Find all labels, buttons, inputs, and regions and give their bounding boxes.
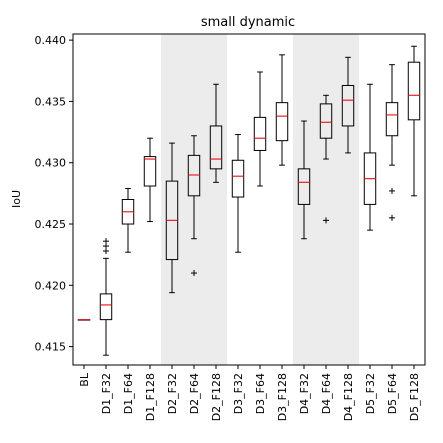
- x-tick-label: D2_F64: [188, 373, 201, 414]
- box-d4-f128: [341, 56, 355, 154]
- axes: [72, 33, 426, 366]
- y-tick-label: 0.420: [35, 279, 67, 292]
- iqr-box: [319, 103, 333, 139]
- box-d3-f32: [231, 134, 245, 253]
- x-tick-label: D3_F128: [276, 373, 289, 421]
- box-d2-f128: [209, 83, 223, 183]
- iqr-box: [297, 168, 311, 205]
- x-tick-label: D4_F64: [320, 373, 333, 414]
- x-tick-label: D1_F64: [122, 373, 135, 414]
- y-tick-label: 0.440: [35, 34, 67, 47]
- boxes: [77, 45, 421, 356]
- x-ticks: BL D1_F32 D1_F64 D1_F128 D2_F32 D2_F64 D2_F128…: [78, 365, 421, 421]
- iqr-box: [143, 156, 157, 187]
- shaded-band-2: [293, 34, 359, 365]
- box-d4-f64: [319, 94, 333, 224]
- y-tick-label: 0.430: [35, 157, 67, 170]
- outlier-marker: [103, 238, 109, 245]
- outlier-marker: [389, 214, 395, 221]
- box-d5-f64: [385, 64, 399, 221]
- outlier-marker: [389, 187, 395, 194]
- outlier-marker: [191, 270, 197, 277]
- box-d3-f128: [275, 54, 289, 166]
- iqr-box: [385, 102, 399, 137]
- box-d5-f32: [363, 83, 377, 231]
- x-tick-label: D5_F32: [364, 373, 377, 414]
- x-tick-label: D5_F64: [386, 373, 399, 414]
- chart-title: small dynamic: [201, 15, 295, 30]
- x-tick-label: D2_F32: [166, 373, 179, 414]
- x-tick-label: D5_F128: [408, 373, 421, 421]
- box-d4-f32: [297, 120, 311, 240]
- iqr-box: [341, 84, 355, 127]
- box-d1-f32: [99, 238, 113, 356]
- box-d1-f128: [143, 137, 157, 223]
- iqr-box: [187, 154, 201, 197]
- x-tick-label: D3_F32: [232, 373, 245, 414]
- box-d2-f32: [165, 142, 179, 294]
- box-d5-f128: [407, 45, 421, 197]
- iqr-box: [407, 61, 421, 121]
- box-bl: [77, 319, 91, 321]
- box-d2-f64: [187, 135, 201, 277]
- box-d1-f64: [121, 187, 135, 253]
- iqr-box: [209, 125, 223, 170]
- y-ticks: 0.415 0.420 0.425 0.430 0.435 0.440: [35, 34, 73, 354]
- x-tick-label: D4_F128: [342, 373, 355, 421]
- x-tick-label: D2_F128: [210, 373, 223, 421]
- plot-frame: [72, 33, 426, 366]
- box-d3-f64: [253, 71, 267, 187]
- outlier-marker: [323, 217, 329, 224]
- x-tick-label: D4_F32: [298, 373, 311, 414]
- y-tick-label: 0.415: [35, 341, 67, 354]
- iqr-box: [275, 102, 289, 142]
- x-tick-label: D3_F64: [254, 373, 267, 414]
- x-tick-label: D1_F32: [100, 373, 113, 414]
- iqr-box: [231, 159, 245, 198]
- x-tick-label: D1_F128: [144, 373, 157, 421]
- iqr-box: [253, 116, 267, 151]
- y-tick-label: 0.435: [35, 95, 67, 108]
- iqr-box: [99, 293, 113, 321]
- x-tick-label: BL: [78, 372, 91, 387]
- y-tick-label: 0.425: [35, 218, 67, 231]
- y-axis-label: IoU: [10, 190, 23, 208]
